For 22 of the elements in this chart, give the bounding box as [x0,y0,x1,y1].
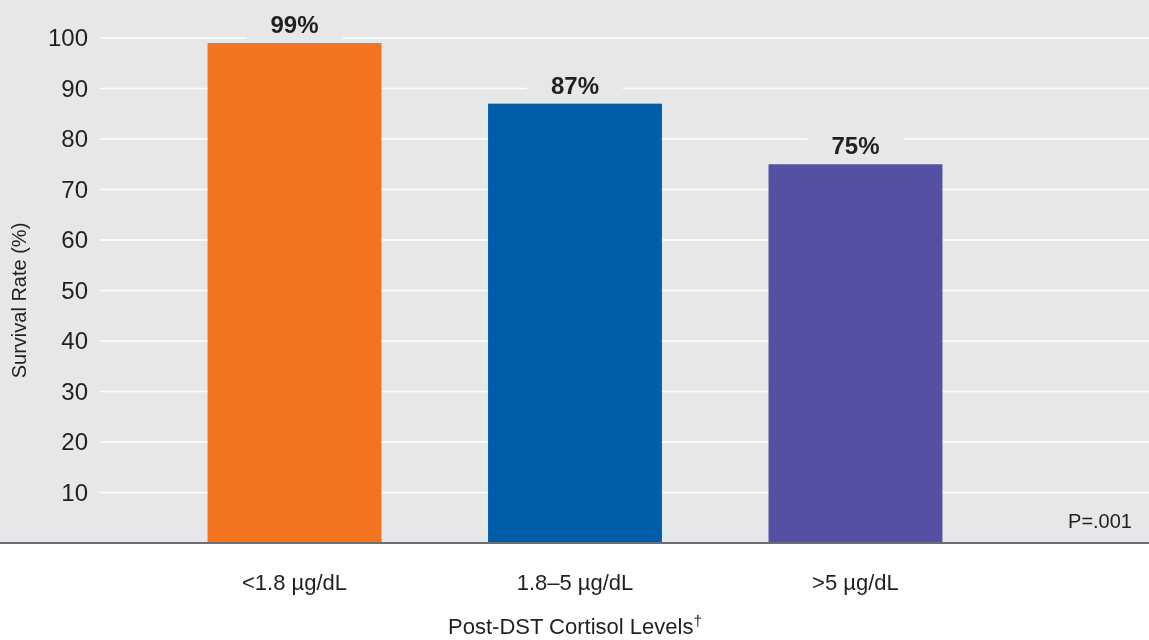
bar [207,43,382,543]
y-tick-label: 70 [61,175,88,203]
data-label: 99% [270,11,319,39]
x-tick-label: 1.8–5 µg/dL [516,570,634,595]
data-label: 87% [550,71,600,99]
bar [768,164,943,543]
y-tick-label: 100 [47,24,88,52]
x-tick-label: >5 µg/dL [812,570,899,595]
y-tick-label: 30 [61,377,88,405]
y-axis-title: Survival Rate (%) [8,222,30,379]
y-tick-label: 90 [61,74,88,102]
annotation: P=.001 [1068,510,1132,532]
x-tick-label: <1.8 µg/dL [242,570,348,595]
y-tick-label: 60 [61,226,88,254]
y-tick-label: 80 [61,125,88,153]
y-tick-label: 10 [61,478,88,506]
bar [488,103,662,543]
y-tick-label: 50 [61,276,88,304]
y-tick-label: 40 [61,327,88,355]
data-label: 75% [831,132,880,160]
x-axis-title: Post-DST Cortisol Levels$^{†}$ [448,611,702,639]
y-tick-label: 20 [61,428,88,456]
